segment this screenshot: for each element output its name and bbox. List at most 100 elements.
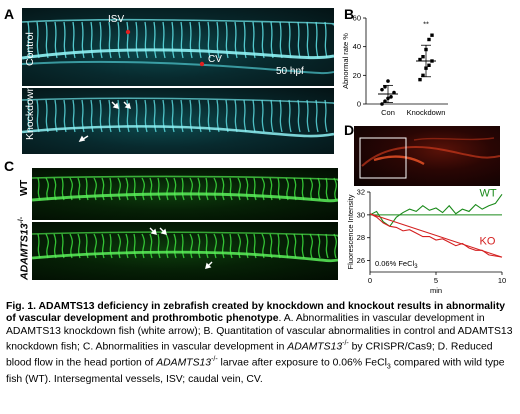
isv-vessel: [216, 99, 220, 133]
isv-vessel: [324, 99, 328, 133]
fit-line-ko: [369, 213, 503, 258]
series-line-wt: [369, 193, 503, 228]
caption-part-3: larvae after exposure to 0.06% FeCl: [217, 357, 387, 369]
knockdown-image: [22, 88, 334, 154]
isv-vessel: [207, 21, 211, 59]
isv-vessel: [149, 177, 153, 201]
isv-vessel: [133, 177, 137, 201]
isv-vessel: [153, 99, 157, 133]
isv-vessel: [53, 233, 57, 259]
adamts13-ko-image: [32, 222, 338, 280]
isv-vessel: [324, 21, 328, 59]
caption-title: Fig. 1. ADAMTS13 deficiency in zebrafish…: [6, 301, 506, 325]
isv-vessel: [245, 177, 249, 201]
data-point: [421, 55, 425, 59]
data-point: [383, 99, 387, 103]
isv-vessel: [36, 99, 40, 133]
isv-vessel: [216, 21, 220, 59]
y-tick-label: 0: [357, 100, 361, 109]
data-point: [418, 77, 422, 82]
isv-vessel: [135, 99, 139, 133]
isv-vessel: [213, 177, 217, 201]
isv-vessel: [109, 233, 113, 259]
isv-vessel: [180, 21, 184, 59]
y-tick-label: 26: [357, 256, 365, 265]
data-point: [380, 87, 384, 92]
head-signal: [359, 137, 500, 179]
isv-vessel: [288, 21, 292, 59]
isv-vessel: [243, 99, 247, 133]
isv-vessel: [144, 99, 148, 133]
isv-vessel: [93, 177, 97, 201]
roi-box: [359, 137, 407, 179]
isv-vessel: [173, 233, 177, 259]
knockdown-vessels: [22, 97, 334, 143]
abnormal-rate-chart: 0 20 40 60 Abnormal rate % Con Knockdown **: [341, 14, 448, 117]
isv-vessel: [317, 233, 321, 259]
isv-vessel: [297, 21, 301, 59]
isv-vessel: [171, 99, 175, 133]
isv-vessel: [309, 233, 313, 259]
isv-vessel: [237, 177, 241, 201]
isv-vessel: [288, 99, 292, 133]
isv-vessel: [301, 233, 305, 259]
panel-b-letter: B: [344, 6, 355, 22]
control-image: ISV CV 50 hpf: [22, 8, 334, 86]
isv-vessel: [315, 99, 319, 133]
isv-vessel: [126, 99, 130, 133]
isv-vessel: [165, 233, 169, 259]
ko-vessels: [32, 227, 338, 269]
isv-vessel: [173, 177, 177, 201]
isv-vessel: [54, 99, 58, 133]
isv-vessel: [293, 233, 297, 259]
knockdown-arrows: [78, 101, 131, 143]
x-tick-label: 10: [498, 276, 506, 285]
isv-vessel: [221, 177, 225, 201]
isv-vessel: [221, 233, 225, 259]
ko-arrows: [149, 227, 213, 269]
isv-vessel: [99, 99, 103, 133]
isv-vessel: [261, 21, 265, 59]
isv-vessel: [125, 233, 129, 259]
data-point: [421, 73, 425, 78]
isv-vessel: [270, 21, 274, 59]
data-point: [383, 85, 387, 89]
isv-vessel: [27, 21, 31, 59]
x-category-label: Con: [381, 108, 395, 117]
isv-vessel: [162, 21, 166, 59]
isv-vessel: [117, 177, 121, 201]
isv-vessel: [144, 21, 148, 59]
isv-vessel: [37, 177, 41, 201]
isv-vessel: [162, 99, 166, 133]
isv-vessel: [306, 21, 310, 59]
isv-vessel: [181, 233, 185, 259]
isv-vessel: [27, 99, 31, 133]
caption-part-1: . A. Abnormalities in vascular developme…: [6, 313, 513, 353]
isv-vessel: [135, 21, 139, 59]
y-tick-label: 32: [357, 188, 365, 197]
isv-vessel: [45, 177, 49, 201]
isv-vessel: [253, 177, 257, 201]
significance-label: **: [423, 20, 429, 29]
isv-vessel: [325, 233, 329, 259]
isv-vessel: [297, 99, 301, 133]
data-point: [418, 57, 422, 62]
isv-vessel: [252, 99, 256, 133]
isv-vessel: [101, 233, 105, 259]
isv-vessel: [63, 99, 67, 133]
data-point: [427, 37, 431, 42]
control-vessels: [22, 18, 334, 75]
isv-vessel: [125, 177, 129, 201]
isv-vessel: [325, 177, 329, 201]
isv-vessel: [197, 233, 201, 259]
isv-vessel: [126, 21, 130, 59]
isv-vessel: [157, 177, 161, 201]
isv-vessel: [306, 99, 310, 133]
isv-vessel: [205, 177, 209, 201]
isv-vessel: [315, 21, 319, 59]
legend-ko: KO: [480, 236, 496, 248]
isv-vessel: [157, 233, 161, 259]
isv-vessel: [81, 21, 85, 59]
wt-vessels: [32, 175, 338, 203]
isv-vessel: [229, 233, 233, 259]
